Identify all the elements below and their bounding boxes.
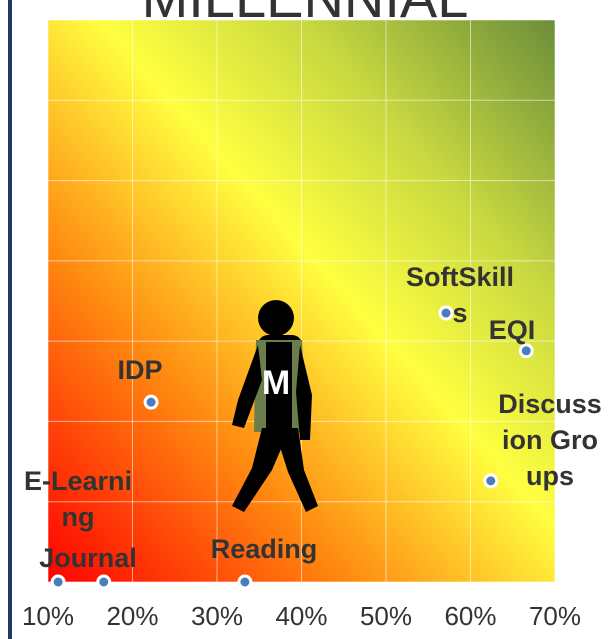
x-tick-label: 50%	[360, 601, 412, 631]
point-label: Journal	[39, 543, 137, 573]
point	[438, 305, 454, 321]
x-tick-label: 60%	[444, 601, 496, 631]
point-label: E-Learning	[23, 466, 133, 532]
point-label: SoftSkills	[405, 262, 514, 328]
point	[237, 574, 253, 590]
point-label: EQI	[488, 315, 536, 345]
point	[143, 394, 159, 410]
walker-figure: M	[232, 300, 318, 512]
figure-label: M	[262, 364, 290, 402]
x-tick-label: 70%	[529, 601, 581, 631]
x-tick-label: 20%	[106, 601, 158, 631]
point	[483, 473, 499, 489]
x-tick-label: 10%	[22, 601, 74, 631]
chart-title: MILLENNIAL	[142, 0, 469, 29]
point	[96, 574, 112, 590]
x-tick-label: 40%	[275, 601, 327, 631]
x-tick-label: 30%	[191, 601, 243, 631]
point	[50, 574, 66, 590]
left-border	[8, 0, 12, 639]
point-label: Reading	[210, 534, 318, 564]
point	[518, 343, 534, 359]
point-label: IDP	[117, 355, 163, 385]
point-label: Discussion Groups	[498, 389, 602, 491]
